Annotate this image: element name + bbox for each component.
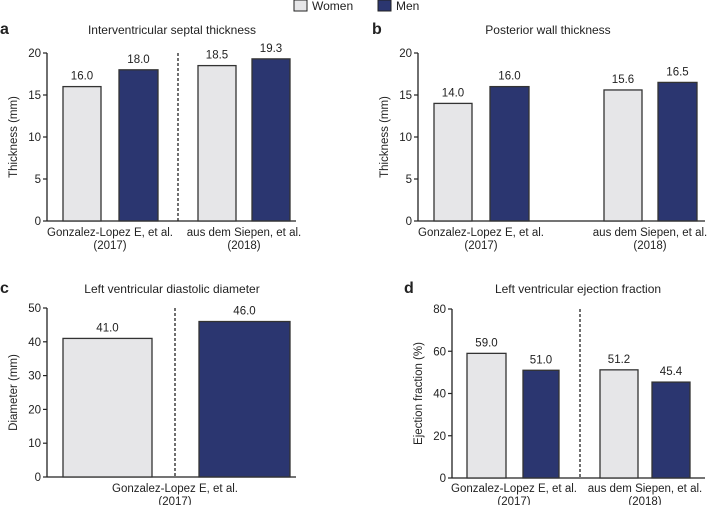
legend-label-men: Men <box>396 0 419 13</box>
y-axis-label: Diameter (mm) <box>8 354 20 431</box>
bar-value-label: 16.5 <box>666 66 688 78</box>
bar-value-label: 19.3 <box>260 43 282 55</box>
bar-men <box>522 369 560 479</box>
y-tick-label: 40 <box>433 389 446 401</box>
bar-value-label: 18.0 <box>127 54 149 66</box>
y-tick-label: 40 <box>28 337 41 349</box>
bar-value-label: 15.6 <box>612 74 634 86</box>
bar-women <box>466 352 507 479</box>
bar-men <box>251 58 291 222</box>
panel-c: c Left ventricular diastolic diameter 0 10 2… <box>0 280 296 508</box>
panel-letter: b <box>372 21 382 38</box>
y-tick-label: 20 <box>433 431 446 443</box>
y-tick-label: 0 <box>35 472 41 484</box>
category-year: (2017) <box>93 240 126 252</box>
bar-value-label: 16.0 <box>71 71 93 83</box>
bar-value-label: 16.0 <box>498 71 520 83</box>
y-tick-label: 0 <box>440 473 446 485</box>
y-tick-label: 30 <box>28 371 41 383</box>
panel-title: Posterior wall thickness <box>485 23 610 37</box>
bar-men <box>657 81 698 222</box>
bar-women <box>433 102 473 222</box>
bar-women <box>599 369 639 479</box>
panel-title: Left ventricular diastolic diameter <box>84 282 259 296</box>
bar-value-label: 41.0 <box>96 322 118 334</box>
y-tick-label: 80 <box>433 304 446 316</box>
y-tick-label: 60 <box>433 346 446 358</box>
y-tick-label: 10 <box>399 132 412 144</box>
y-tick-label: 15 <box>28 90 41 102</box>
category-label: Gonzalez-Lopez E, et al. <box>47 227 173 239</box>
category-label: aus dem Siepen, et al. <box>187 227 301 239</box>
y-axis-label: Thickness (mm) <box>8 96 20 178</box>
y-tick-label: 15 <box>399 90 412 102</box>
legend-swatch-men <box>377 0 392 12</box>
category-label: Gonzalez-Lopez E, et al. <box>112 483 238 495</box>
legend: Women Men <box>293 0 419 13</box>
bar-value-label: 46.0 <box>233 306 255 318</box>
category-label: Gonzalez-Lopez E, et al. <box>418 227 544 239</box>
bar-value-label: 51.2 <box>608 354 630 366</box>
y-tick-label: 20 <box>28 48 41 60</box>
bar-men <box>651 381 691 479</box>
category-label: aus dem Siepen, et al. <box>593 227 707 239</box>
y-tick-label: 5 <box>35 174 41 186</box>
y-tick-label: 20 <box>28 404 41 416</box>
bar-value-label: 18.5 <box>206 50 228 62</box>
legend-label-women: Women <box>312 0 353 13</box>
category-year: (2017) <box>497 496 530 505</box>
y-tick-label: 20 <box>399 48 412 60</box>
bar-women <box>197 64 237 222</box>
bar-men <box>118 69 159 222</box>
bar-value-label: 51.0 <box>530 354 552 366</box>
panel-title: Left ventricular ejection fraction <box>495 282 661 296</box>
bar-men <box>198 320 291 478</box>
y-tick-label: 5 <box>406 174 412 186</box>
bar-value-label: 59.0 <box>475 337 497 349</box>
category-year: (2017) <box>158 496 191 505</box>
y-tick-label: 50 <box>28 303 41 315</box>
bar-women <box>603 89 643 222</box>
panel-a: a Interventricular septal thickness 0 5 10 15… <box>0 21 301 252</box>
bar-men <box>489 85 530 222</box>
panel-b: b Posterior wall thickness 0 5 10 15 20 Thickne… <box>372 21 707 252</box>
category-label: aus dem Siepen, et al. <box>588 483 702 495</box>
panel-letter: a <box>0 21 9 38</box>
legend-swatch-women <box>293 0 308 12</box>
y-axis-label: Ejection fraction (%) <box>413 342 425 445</box>
bar-value-label: 14.0 <box>442 87 464 99</box>
category-year: (2018) <box>633 240 666 252</box>
panel-letter: c <box>0 280 9 297</box>
panel-letter: d <box>404 280 414 297</box>
bar-women <box>62 85 102 222</box>
y-tick-label: 10 <box>28 438 41 450</box>
panel-d: d Left ventricular ejection fraction 0 20 40… <box>404 280 705 508</box>
y-tick-label: 10 <box>28 132 41 144</box>
y-tick-label: 0 <box>35 216 41 228</box>
category-year: (2017) <box>464 240 497 252</box>
y-tick-label: 0 <box>406 216 412 228</box>
bar-women <box>62 337 153 478</box>
category-year: (2018) <box>628 496 661 505</box>
bar-value-label: 45.4 <box>660 366 683 378</box>
category-year: (2018) <box>227 240 260 252</box>
category-label: Gonzalez-Lopez E, et al. <box>451 483 577 495</box>
y-axis-label: Thickness (mm) <box>379 96 391 178</box>
panel-title: Interventricular septal thickness <box>88 23 256 37</box>
